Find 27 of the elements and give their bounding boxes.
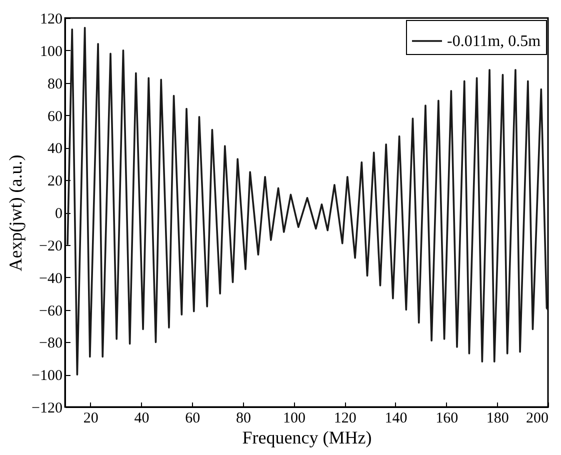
y-tick-label: −20: [39, 238, 62, 254]
y-tick-label: 80: [48, 76, 62, 92]
x-tick-label: 180: [486, 410, 509, 426]
legend-label: -0.011m, 0.5m: [447, 33, 542, 50]
x-tick-label: 200: [526, 410, 548, 426]
y-tick-label: −100: [32, 368, 62, 384]
y-tick-label: −60: [39, 303, 62, 320]
x-tick-label: 160: [436, 410, 458, 426]
x-tick-label: 20: [83, 410, 98, 426]
y-tick-label: 60: [48, 108, 62, 125]
line-series: [66, 26, 549, 376]
x-tick-label: 60: [185, 410, 200, 426]
x-tick-label: 140: [384, 410, 408, 426]
y-tick-label: 0: [55, 206, 62, 222]
x-tick-label: 40: [134, 410, 150, 426]
x-axis-title: Frequency (MHz): [242, 428, 372, 448]
y-tick-label: −120: [32, 400, 62, 416]
y-axis-title: Aexp(jwt) (a.u.): [6, 154, 26, 272]
x-tick-label: 100: [283, 410, 306, 426]
y-tick-label: 120: [40, 12, 62, 28]
y-tick-label: 20: [48, 174, 62, 190]
x-tick-label: 120: [334, 410, 356, 426]
y-tick-label: −80: [39, 336, 62, 352]
y-tick-label: 40: [48, 141, 62, 158]
y-tick-label: 100: [40, 44, 62, 60]
x-tick-label: 80: [236, 410, 251, 426]
y-tick-label: −40: [39, 270, 62, 287]
